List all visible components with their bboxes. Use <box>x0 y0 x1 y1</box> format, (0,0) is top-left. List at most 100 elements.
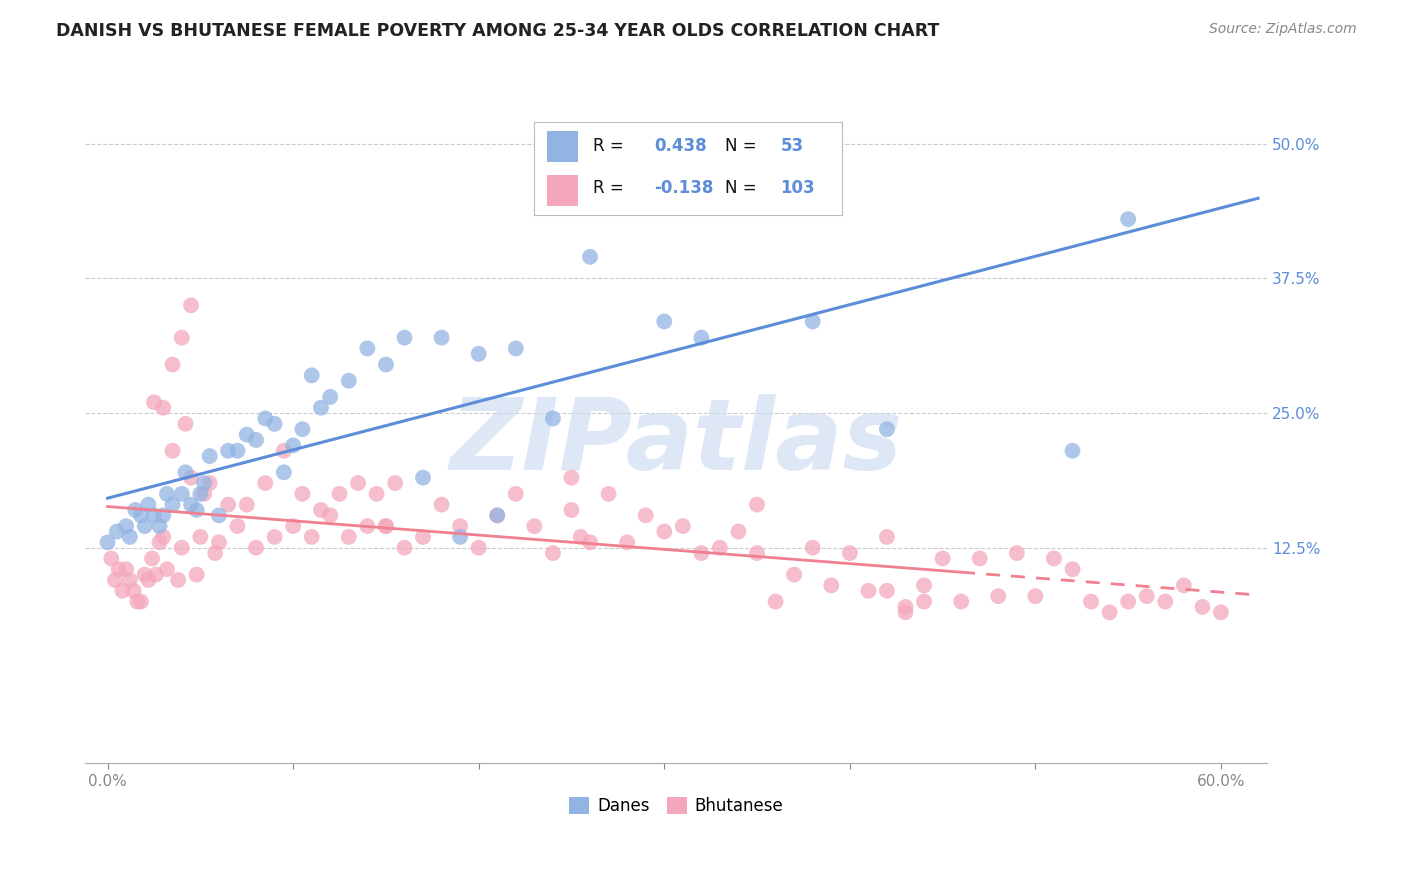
Point <box>143 395 166 409</box>
Point <box>1209 605 1232 619</box>
Point <box>394 541 416 555</box>
Point <box>100 551 122 566</box>
Point <box>254 476 277 491</box>
Point <box>1062 562 1084 576</box>
Point <box>180 498 202 512</box>
Point <box>876 422 898 436</box>
Point <box>523 519 546 533</box>
Point <box>263 417 285 431</box>
Point <box>505 487 527 501</box>
Point <box>652 524 675 539</box>
Point <box>281 438 304 452</box>
Point <box>170 541 193 555</box>
Point <box>449 530 471 544</box>
Point <box>374 358 396 372</box>
Point <box>1098 605 1121 619</box>
Point <box>148 535 170 549</box>
Point <box>486 508 509 523</box>
Point <box>1136 589 1159 603</box>
Point <box>186 503 208 517</box>
Point <box>430 498 453 512</box>
Point <box>745 185 768 199</box>
Point <box>765 594 787 608</box>
Point <box>987 589 1010 603</box>
Point <box>208 508 231 523</box>
Point <box>486 508 509 523</box>
Point <box>141 551 163 566</box>
Point <box>579 535 602 549</box>
Point <box>188 530 211 544</box>
Point <box>129 594 152 608</box>
Point <box>384 476 406 491</box>
Point <box>616 179 638 194</box>
Point <box>235 498 257 512</box>
Point <box>801 541 824 555</box>
Point <box>107 562 129 576</box>
Point <box>1116 594 1139 608</box>
Point <box>180 298 202 312</box>
Point <box>111 583 134 598</box>
Point <box>727 524 749 539</box>
Point <box>616 535 638 549</box>
Point <box>193 476 215 491</box>
Point <box>134 567 156 582</box>
Point <box>709 541 731 555</box>
Point <box>134 519 156 533</box>
Point <box>104 573 127 587</box>
Point <box>394 331 416 345</box>
Point <box>174 417 197 431</box>
Point <box>449 519 471 533</box>
Point <box>291 487 314 501</box>
Point <box>412 530 434 544</box>
Point <box>374 519 396 533</box>
Point <box>560 471 582 485</box>
Point <box>115 562 138 576</box>
Point <box>672 519 695 533</box>
Point <box>652 314 675 328</box>
Point <box>1080 594 1102 608</box>
Point <box>467 541 489 555</box>
Point <box>931 551 953 566</box>
Point <box>1062 443 1084 458</box>
Point <box>138 498 160 512</box>
Point <box>188 487 211 501</box>
Point <box>876 583 898 598</box>
Point <box>1005 546 1028 560</box>
Point <box>235 427 257 442</box>
Point <box>97 535 120 549</box>
Text: Source: ZipAtlas.com: Source: ZipAtlas.com <box>1209 22 1357 37</box>
Point <box>1024 589 1046 603</box>
Point <box>1191 599 1213 614</box>
Point <box>366 487 388 501</box>
Text: ZIPatlas: ZIPatlas <box>450 394 903 491</box>
Point <box>226 519 249 533</box>
Point <box>579 250 602 264</box>
Point <box>430 331 453 345</box>
Point <box>115 519 138 533</box>
Point <box>467 347 489 361</box>
Point <box>180 471 202 485</box>
Point <box>309 401 332 415</box>
Point <box>273 443 295 458</box>
Point <box>745 546 768 560</box>
Point <box>356 519 378 533</box>
Point <box>170 487 193 501</box>
Point <box>912 594 935 608</box>
Point <box>204 546 226 560</box>
Text: DANISH VS BHUTANESE FEMALE POVERTY AMONG 25-34 YEAR OLDS CORRELATION CHART: DANISH VS BHUTANESE FEMALE POVERTY AMONG… <box>56 22 939 40</box>
Point <box>820 578 842 592</box>
Point <box>560 503 582 517</box>
Point <box>118 573 141 587</box>
Point <box>291 422 314 436</box>
Point <box>337 374 360 388</box>
Point <box>505 342 527 356</box>
Point <box>273 465 295 479</box>
Point <box>152 530 174 544</box>
Point <box>912 578 935 592</box>
Point <box>162 498 184 512</box>
Point <box>122 583 145 598</box>
Point <box>412 471 434 485</box>
Point <box>328 487 350 501</box>
Point <box>569 530 592 544</box>
Point <box>838 546 860 560</box>
